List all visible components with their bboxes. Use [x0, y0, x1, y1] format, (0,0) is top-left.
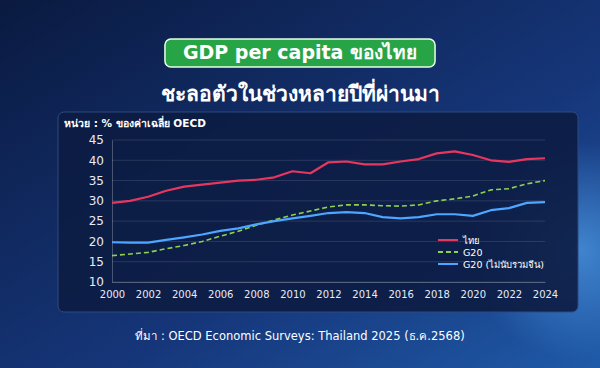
legend: ไทยG20G20 (ไม่นับรวมจีน)	[438, 235, 544, 270]
legend-label: G20 (ไม่นับรวมจีน)	[463, 259, 544, 270]
legend-label: ไทย	[462, 235, 480, 246]
series-line	[112, 181, 545, 256]
x-tick-label: 2018	[425, 289, 450, 300]
lines	[112, 151, 545, 255]
y-tick-label: 35	[89, 174, 104, 188]
x-tick-label: 2000	[100, 289, 125, 300]
legend-label: G20	[463, 247, 482, 258]
x-tick-label: 2022	[497, 289, 522, 300]
x-tick: 2010	[280, 282, 305, 300]
legend-swatch	[438, 251, 458, 253]
y-tick-label: 25	[89, 214, 104, 228]
y-tick: 45	[89, 133, 112, 147]
x-axis: 2000 2002 2004 2006 2008 2010 2012 2014 2016 2018…	[100, 282, 558, 300]
x-tick: 2022	[497, 282, 522, 300]
x-tick-label: 2016	[388, 289, 413, 300]
y-tick-label: 10	[89, 275, 104, 289]
x-axis-line	[113, 282, 546, 283]
x-tick: 2024	[533, 282, 558, 300]
y-tick: 25	[89, 214, 112, 228]
y-tick-label: 15	[89, 255, 104, 269]
legend-swatch	[438, 263, 458, 265]
chart-root: GDP per capita ของไทยชะลอตัวในช่วงหลายปี…	[0, 0, 600, 368]
x-tick: 2004	[172, 282, 197, 300]
y-axis: 10 15 20 25 30 35 40 45	[89, 133, 113, 289]
grid-line	[112, 221, 545, 222]
source-note: ที่มา : OECD Economic Surveys: Thailand …	[135, 328, 464, 343]
y-axis-title: หน่วย : % ของค่าเฉลี่ย OECD	[64, 115, 206, 129]
grid-line	[112, 180, 545, 181]
y-tick-label: 20	[89, 235, 104, 249]
x-tick-label: 2020	[461, 289, 486, 300]
grid-line	[112, 140, 545, 141]
y-tick-label: 30	[89, 194, 104, 208]
x-tick-label: 2010	[280, 289, 305, 300]
x-tick-label: 2002	[136, 289, 161, 300]
grid-line	[112, 200, 545, 201]
x-tick-label: 2024	[533, 289, 558, 300]
grid-line	[112, 241, 545, 242]
y-tick-label: 40	[89, 154, 104, 168]
title-box	[165, 39, 435, 67]
x-tick-label: 2014	[352, 289, 377, 300]
x-tick: 2002	[136, 282, 161, 300]
chart-panel	[58, 112, 578, 312]
x-tick: 2020	[461, 282, 486, 300]
y-tick: 10	[89, 275, 112, 289]
grid	[112, 140, 545, 282]
title-banner: GDP per capita ของไทย	[165, 39, 435, 67]
x-tick: 2016	[388, 282, 413, 300]
x-tick: 2018	[425, 282, 450, 300]
x-tick-label: 2012	[316, 289, 341, 300]
subtitle: ชะลอตัวในช่วงหลายปีที่ผ่านมา	[161, 78, 440, 106]
legend-swatch	[438, 239, 458, 241]
grid-line	[112, 282, 545, 283]
chart-svg: GDP per capita ของไทยชะลอตัวในช่วงหลายปี…	[0, 0, 600, 368]
x-tick-label: 2004	[172, 289, 197, 300]
y-tick: 20	[89, 235, 112, 249]
y-tick: 40	[89, 154, 112, 168]
x-tick: 2008	[244, 282, 269, 300]
y-axis-line	[112, 141, 113, 283]
x-tick: 2014	[352, 282, 377, 300]
series-line	[112, 202, 545, 243]
y-tick: 30	[89, 194, 112, 208]
x-tick-label: 2006	[208, 289, 233, 300]
y-tick-label: 45	[89, 133, 104, 147]
x-tick: 2012	[316, 282, 341, 300]
title: GDP per capita ของไทย	[183, 41, 417, 63]
grid-line	[112, 160, 545, 161]
x-tick: 2000	[100, 282, 125, 300]
series-line	[112, 151, 545, 203]
y-tick: 15	[89, 255, 112, 269]
x-tick: 2006	[208, 282, 233, 300]
y-tick: 35	[89, 174, 112, 188]
x-tick-label: 2008	[244, 289, 269, 300]
